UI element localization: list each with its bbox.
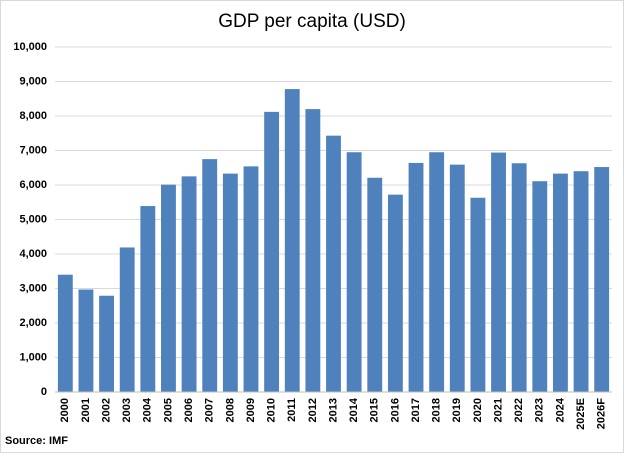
x-tick-label: 2003	[121, 398, 133, 422]
x-tick-label: 2002	[100, 398, 112, 422]
x-tick-label: 2021	[492, 398, 504, 422]
x-tick-label: 2012	[307, 398, 319, 422]
x-tick-label: 2015	[369, 398, 381, 422]
x-tick-label: 2008	[224, 398, 236, 422]
y-tick-label: 0	[41, 386, 47, 398]
bar	[222, 173, 238, 392]
bar	[119, 247, 135, 392]
bar	[594, 167, 610, 392]
bar	[161, 184, 176, 392]
x-tick-label: 2014	[348, 397, 360, 422]
x-tick-label: 2026F	[596, 398, 608, 429]
x-tick-label: 2023	[534, 398, 546, 422]
y-tick-label: 7,000	[19, 144, 47, 156]
x-tick-label: 2011	[286, 398, 298, 422]
x-tick-label: 2000	[59, 398, 71, 422]
y-tick-label: 5,000	[19, 213, 47, 225]
bar	[573, 171, 589, 392]
bar	[99, 295, 115, 392]
bar	[532, 181, 548, 392]
bar	[429, 152, 445, 392]
bar	[367, 177, 383, 392]
y-tick-label: 10,000	[13, 41, 47, 53]
bar	[181, 176, 197, 392]
bar	[511, 163, 527, 392]
x-tick-label: 2016	[389, 398, 401, 422]
y-tick-label: 3,000	[19, 282, 47, 294]
bar	[387, 194, 403, 392]
x-tick-label: 2007	[204, 398, 216, 422]
x-tick-label: 2024	[554, 397, 566, 422]
y-tick-label: 8,000	[19, 110, 47, 122]
y-tick-label: 9,000	[19, 75, 47, 87]
x-tick-label: 2004	[142, 397, 154, 422]
x-tick-label: 2005	[162, 398, 174, 422]
bar	[243, 166, 259, 392]
bar	[449, 164, 465, 392]
bar	[202, 159, 218, 392]
y-tick-label: 1,000	[19, 351, 47, 363]
bar	[57, 274, 73, 392]
bar	[78, 289, 94, 392]
bar	[491, 152, 506, 392]
x-tick-label: 2009	[245, 398, 257, 422]
bar	[140, 206, 156, 392]
x-tick-label: 2020	[472, 398, 484, 422]
x-tick-label: 2017	[410, 398, 422, 422]
bar	[284, 89, 300, 392]
bar	[305, 109, 321, 392]
bar	[470, 197, 486, 392]
bar	[552, 173, 568, 392]
x-tick-label: 2013	[327, 398, 339, 422]
chart-title: GDP per capita (USD)	[218, 11, 406, 32]
x-tick-label: 2022	[513, 398, 525, 422]
x-tick-label: 2018	[431, 398, 443, 422]
x-tick-label: 2010	[266, 398, 278, 422]
y-tick-label: 4,000	[19, 248, 47, 260]
bar	[326, 135, 341, 393]
x-tick-label: 2025E	[575, 398, 587, 430]
y-tick-label: 2,000	[19, 317, 47, 329]
bar	[264, 111, 280, 393]
source-note: Source: IMF	[5, 435, 68, 447]
x-tick-label: 2006	[183, 398, 195, 422]
bar	[346, 152, 362, 392]
x-tick-label: 2001	[80, 398, 92, 422]
x-tick-label: 2019	[451, 398, 463, 422]
y-tick-label: 6,000	[19, 179, 47, 191]
bar	[408, 162, 424, 392]
